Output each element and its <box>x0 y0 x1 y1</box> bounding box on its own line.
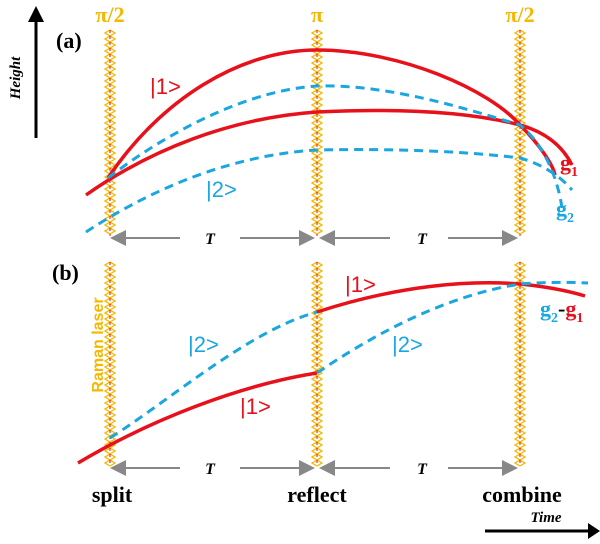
panel-a-state1-upper-path <box>106 48 557 179</box>
laser-b-split <box>103 261 117 467</box>
raman-laser-label: Raman laser <box>90 297 107 392</box>
panel-b-state1-upper-label: |1> <box>345 272 376 297</box>
laser-a-combine <box>513 29 527 236</box>
panel-a-state2-label: |2> <box>206 177 237 202</box>
panel-b-interval-1: T <box>110 460 315 478</box>
laser-b-reflect <box>310 261 324 467</box>
stage-combine-label: combine <box>482 482 562 507</box>
pulse-label-1: π/2 <box>95 2 124 27</box>
panel-a-interval-1-label: T <box>205 231 216 248</box>
panel-a-g2-label: g2 <box>556 196 574 226</box>
pulse-label-2: π <box>311 2 323 27</box>
panel-b-state2-lower-label: |2> <box>392 332 423 357</box>
panel-a-g1-label: g1 <box>560 150 578 180</box>
pulse-label-3: π/2 <box>505 2 534 27</box>
panel-b-state2-upper-path <box>109 310 318 440</box>
panel-b-interval-2: T <box>319 460 518 478</box>
panel-a-state1-label: |1> <box>150 74 181 99</box>
laser-a-split <box>103 29 117 236</box>
panel-a: (a) π/2 π π/2 |1> |2> g1 g2 T T <box>56 2 578 248</box>
panel-b-interval-2-label: T <box>417 461 428 478</box>
time-axis-label: Time <box>530 510 561 526</box>
panel-b-interval-1-label: T <box>205 461 216 478</box>
stage-split-label: split <box>92 482 133 507</box>
height-axis-label: Height <box>8 56 24 100</box>
panel-b: (b) Raman laser |1> |2> |2> |1> g2-g1 T … <box>52 260 589 478</box>
panel-b-state2-upper-label: |2> <box>188 332 219 357</box>
panel-a-label: (a) <box>56 28 82 53</box>
panel-b-gdiff-label: g2-g1 <box>540 296 583 326</box>
panel-b-state1-lower-label: |1> <box>240 394 271 419</box>
panel-a-interval-2-label: T <box>417 231 428 248</box>
panel-a-interval-2: T <box>319 230 518 248</box>
laser-b-combine <box>513 261 527 467</box>
panel-a-state1-lower-path <box>84 108 574 197</box>
panel-b-state1-lower-path <box>77 371 318 465</box>
height-axis: Height <box>8 6 44 138</box>
panel-b-state1-upper-path <box>316 281 586 314</box>
panel-b-label: (b) <box>52 260 79 285</box>
laser-pulses <box>103 29 527 467</box>
laser-a-reflect <box>310 29 324 236</box>
panel-a-interval-1: T <box>110 230 315 248</box>
panel-a-state2-upper-path <box>107 84 564 209</box>
time-axis: Time <box>485 510 600 539</box>
stage-reflect-label: reflect <box>287 482 347 507</box>
panel-a-state2-lower-path <box>85 148 574 234</box>
